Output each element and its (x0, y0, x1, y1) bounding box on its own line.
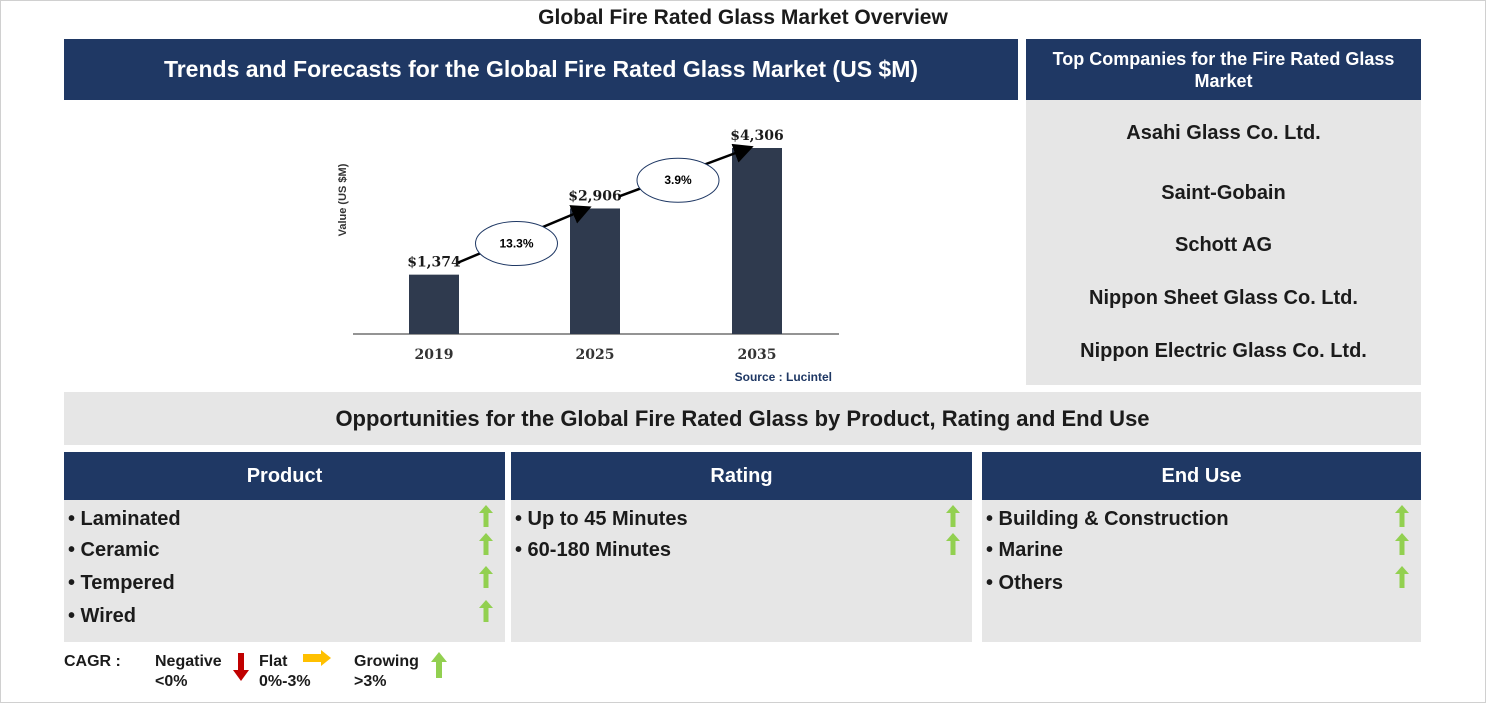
up-arrow-icon (1395, 533, 1409, 555)
legend-label: CAGR : (64, 653, 121, 670)
segment-rating: • Up to 45 Minutes • 60-180 Minutes (511, 500, 972, 642)
segment-item: • 60-180 Minutes (515, 539, 671, 561)
up-arrow-icon (946, 533, 960, 555)
right-arrow-icon (303, 650, 331, 666)
segment-item: • Building & Construction (986, 508, 1229, 530)
segment-header-end-use: End Use (982, 452, 1421, 500)
up-arrow-icon (479, 505, 493, 527)
segment-end-use: • Building & Construction • Marine • Oth… (982, 500, 1421, 642)
up-arrow-icon (479, 566, 493, 588)
legend-flat-name: Flat (259, 653, 288, 670)
segment-item: • Ceramic (68, 539, 160, 561)
market-trend-chart: Value (US $M) $1,374 2019 $2,906 2025 $4,306… (337, 128, 839, 384)
up-arrow-icon (1395, 566, 1409, 588)
up-arrow-icon (479, 533, 493, 555)
chart-panel-header: Trends and Forecasts for the Global Fire… (64, 39, 1018, 100)
x-tick-label: 2035 (738, 347, 777, 363)
segment-item: • Up to 45 Minutes (515, 508, 688, 530)
companies-list: Asahi Glass Co. Ltd. Saint-Gobain Schott… (1026, 100, 1421, 385)
up-arrow-icon (1395, 505, 1409, 527)
legend-negative-range: <0% (155, 673, 188, 690)
up-arrow-icon (431, 652, 447, 678)
cagr-bubble (636, 157, 720, 203)
segment-item: • Others (986, 572, 1064, 594)
opportunities-title: Opportunities for the Global Fire Rated … (64, 392, 1421, 445)
legend-negative-name: Negative (155, 653, 222, 670)
legend-growing-name: Growing (354, 653, 419, 670)
company-item: Nippon Sheet Glass Co. Ltd. (1089, 287, 1358, 309)
bar-2035 (732, 148, 782, 334)
cagr-bubble (475, 221, 558, 267)
value-label: $1,374 (407, 255, 461, 271)
x-tick-label: 2019 (415, 347, 454, 363)
cagr-label: 13.3% (499, 237, 533, 251)
y-axis-label: Value (US $M) (337, 163, 349, 236)
company-item: Asahi Glass Co. Ltd. (1126, 122, 1321, 144)
bar-2025 (570, 208, 620, 334)
segment-item: • Wired (68, 605, 136, 627)
legend-flat-range: 0%-3% (259, 673, 311, 690)
value-label: $2,906 (568, 188, 622, 204)
bar-2019 (409, 274, 459, 334)
company-item: Schott AG (1174, 234, 1273, 256)
legend-flat: Flat 0%-3% (259, 652, 311, 692)
segment-item: • Laminated (68, 508, 181, 530)
up-arrow-icon (946, 505, 960, 527)
segment-item: • Tempered (68, 572, 175, 594)
companies-header: Top Companies for the Fire Rated Glass M… (1026, 39, 1421, 100)
legend-growing-range: >3% (354, 673, 387, 690)
chart-source: Source : Lucintel (735, 370, 832, 384)
company-item: Saint-Gobain (1161, 182, 1286, 204)
segment-header-rating: Rating (511, 452, 972, 500)
segment-product: • Laminated • Ceramic • Tempered • Wired (64, 500, 505, 642)
company-item: Nippon Electric Glass Co. Ltd. (1080, 340, 1367, 362)
legend-growing: Growing >3% (354, 652, 419, 692)
segment-item: • Marine (986, 539, 1064, 561)
page-title: Global Fire Rated Glass Market Overview (538, 6, 948, 29)
value-label: $4,306 (730, 128, 784, 144)
segment-header-product: Product (64, 452, 505, 500)
cagr-label: 3.9% (664, 173, 692, 187)
x-tick-label: 2025 (576, 347, 615, 363)
down-arrow-icon (233, 653, 249, 681)
legend-negative: Negative <0% (155, 652, 222, 692)
up-arrow-icon (479, 600, 493, 622)
